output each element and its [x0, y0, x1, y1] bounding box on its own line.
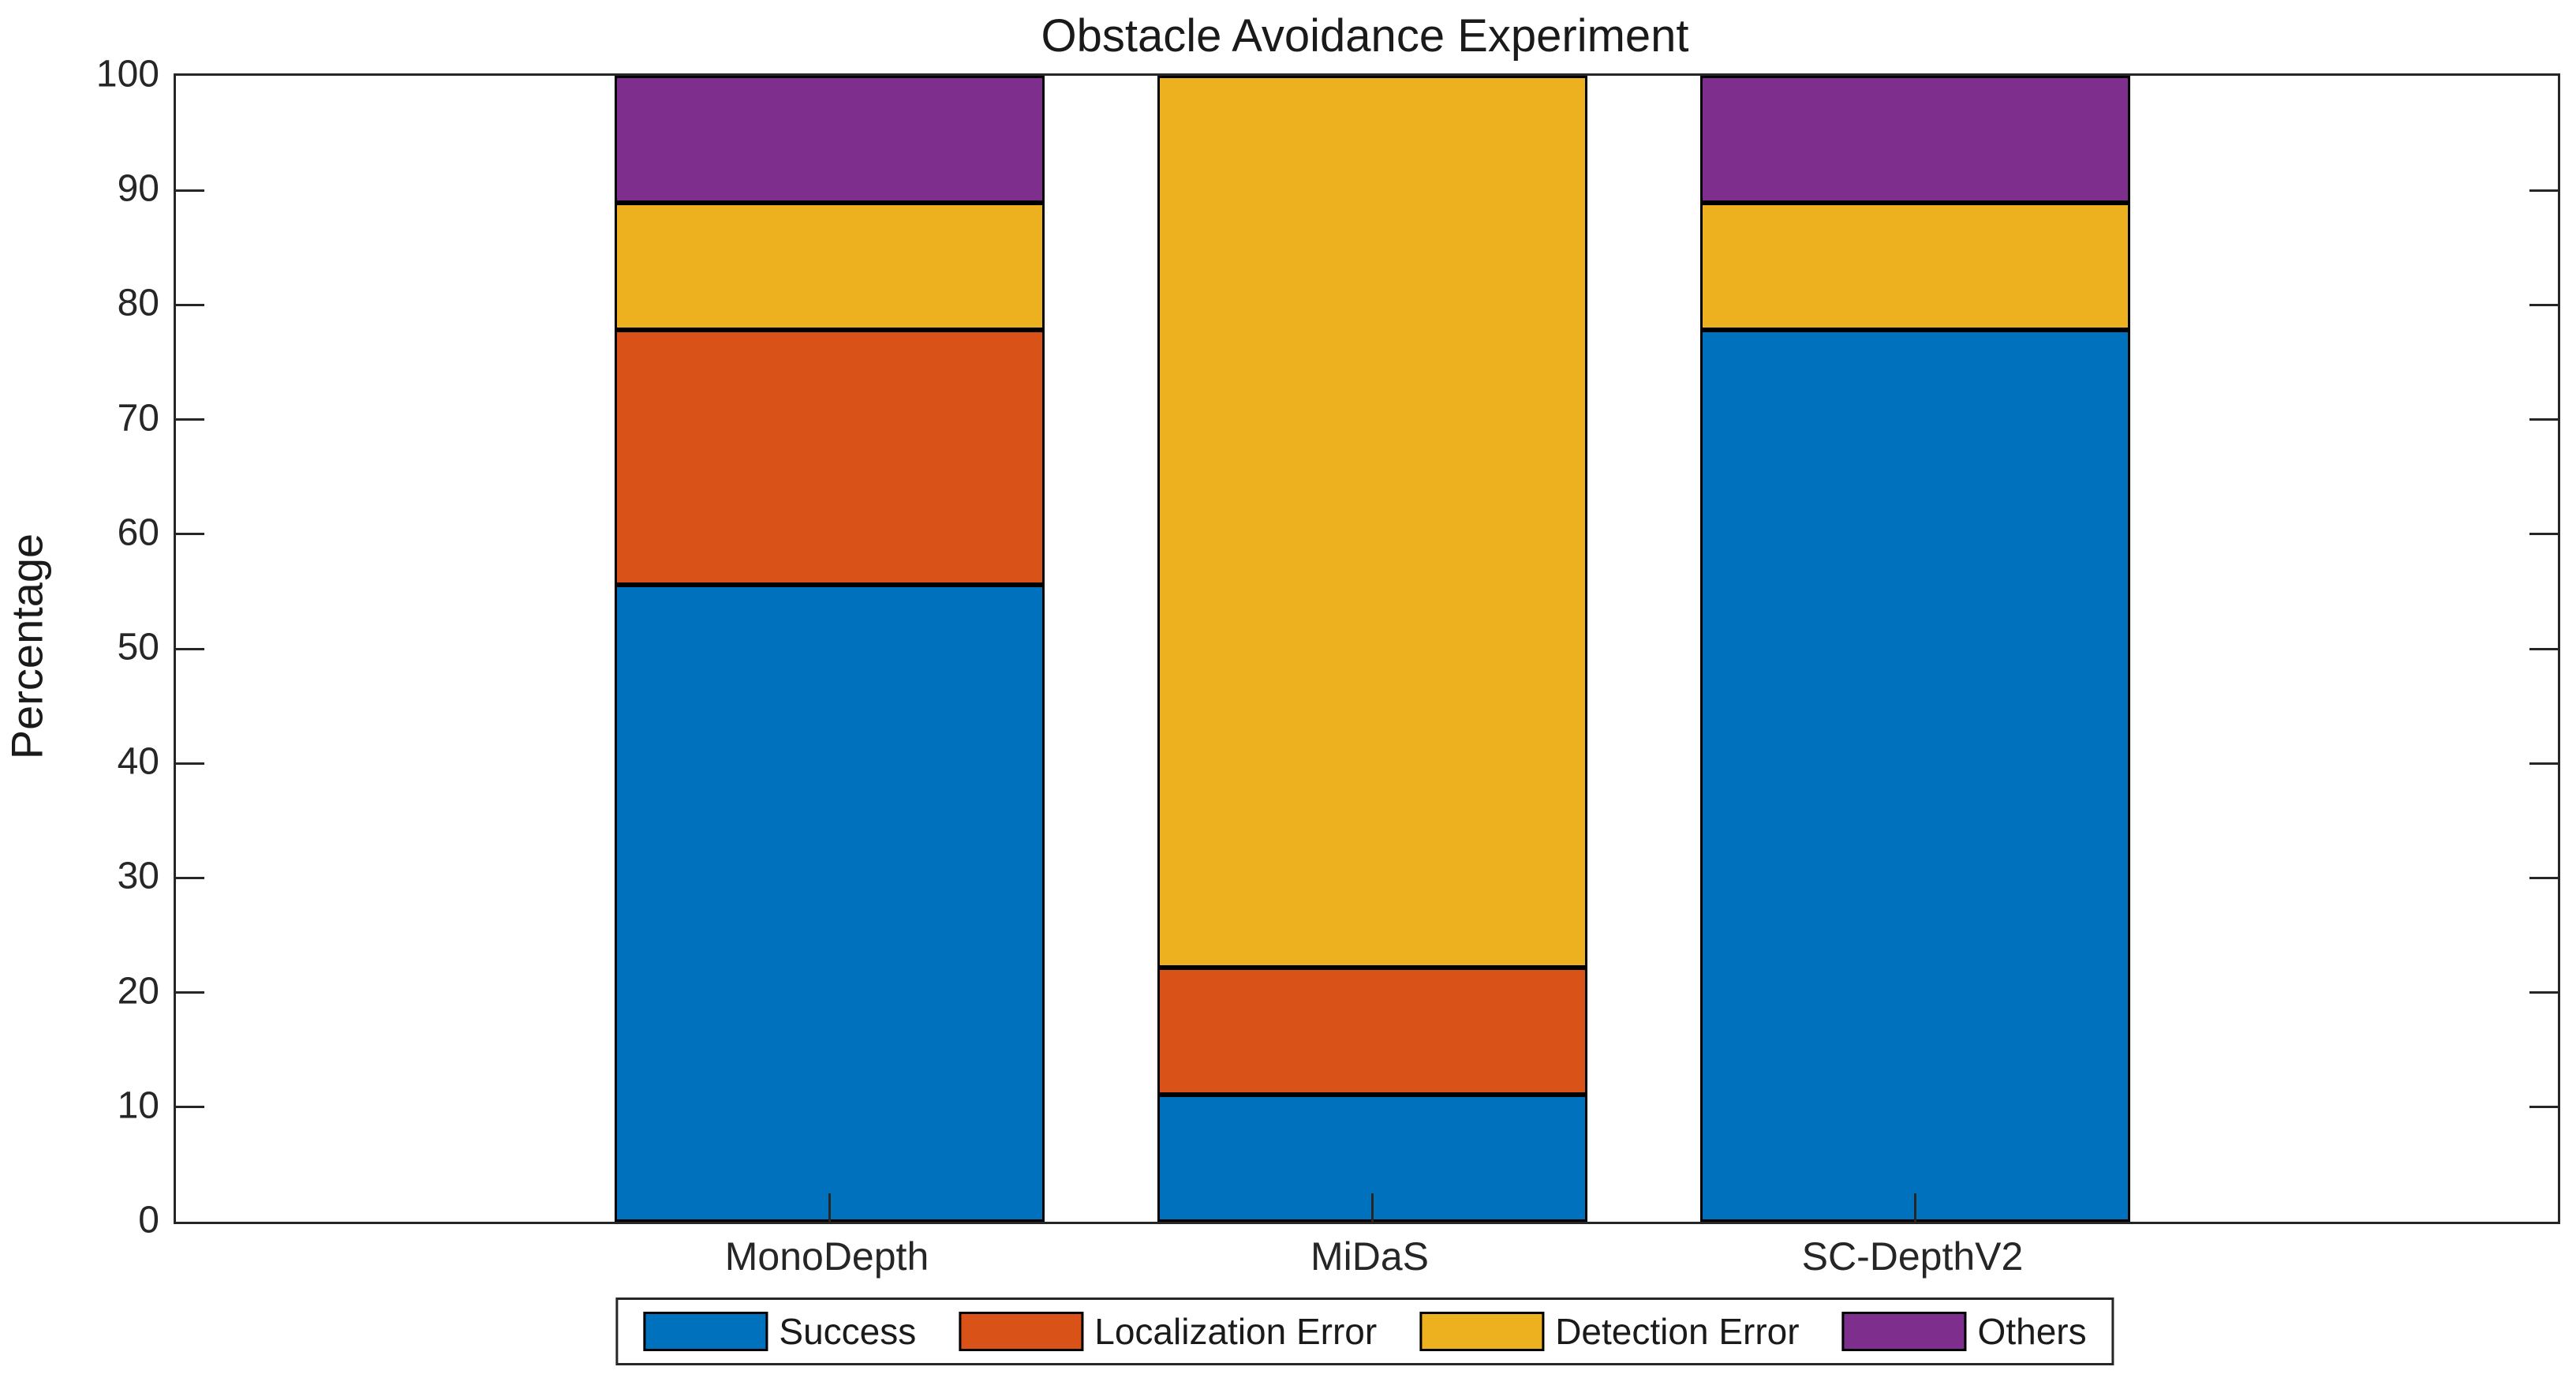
y-tick-left-40	[176, 762, 204, 765]
bar-segment-others-monodepth	[614, 76, 1045, 204]
bar-segment-detection-error-monodepth	[614, 203, 1045, 331]
x-tick-midas	[1370, 1193, 1374, 1222]
x-category-label-midas: MiDaS	[1310, 1234, 1430, 1279]
bar-segment-detection-error-midas	[1157, 76, 1587, 968]
y-tick-label-100: 100	[95, 53, 159, 95]
legend-swatch-localization-error	[959, 1312, 1084, 1351]
bar-segment-localization-error-monodepth	[614, 330, 1045, 585]
y-tick-right-50	[2529, 647, 2558, 650]
y-tick-label-50: 50	[117, 626, 159, 668]
bar-segment-success-sc-depthv2	[1699, 330, 2130, 1222]
y-tick-left-70	[176, 418, 204, 421]
y-tick-label-40: 40	[117, 740, 159, 783]
y-tick-right-70	[2529, 418, 2558, 421]
legend-item-localization-error: Localization Error	[959, 1310, 1377, 1353]
legend-label-success: Success	[779, 1311, 917, 1352]
legend-label-others: Others	[1977, 1311, 2087, 1352]
chart-title: Obstacle Avoidance Experiment	[1041, 10, 1689, 62]
y-tick-left-10	[176, 1106, 204, 1109]
y-tick-right-90	[2529, 189, 2558, 192]
y-tick-right-40	[2529, 762, 2558, 765]
legend-swatch-success	[643, 1312, 768, 1351]
y-tick-left-90	[176, 189, 204, 192]
plot-area	[174, 73, 2560, 1224]
bar-segment-success-monodepth	[614, 584, 1045, 1222]
legend-item-detection-error: Detection Error	[1419, 1310, 1800, 1353]
y-tick-label-10: 10	[117, 1084, 159, 1127]
legend-item-others: Others	[1841, 1310, 2087, 1353]
y-tick-label-80: 80	[117, 282, 159, 324]
bar-segment-localization-error-midas	[1157, 967, 1587, 1095]
y-tick-right-60	[2529, 533, 2558, 536]
legend-item-success: Success	[643, 1310, 916, 1353]
legend-label-localization-error: Localization Error	[1094, 1311, 1378, 1352]
x-tick-sc-depthv2	[1913, 1193, 1916, 1222]
y-tick-right-20	[2529, 991, 2558, 994]
legend-swatch-others	[1841, 1312, 1967, 1351]
x-category-label-sc-depthv2: SC-DepthV2	[1801, 1234, 2024, 1279]
y-tick-left-60	[176, 533, 204, 536]
y-tick-label-30: 30	[117, 855, 159, 897]
legend: Success Localization Error Detection Error…	[615, 1297, 2114, 1365]
y-tick-right-10	[2529, 1106, 2558, 1109]
legend-label-detection-error: Detection Error	[1555, 1311, 1800, 1352]
y-tick-label-70: 70	[117, 397, 159, 440]
y-tick-left-30	[176, 876, 204, 879]
y-tick-right-80	[2529, 303, 2558, 306]
y-tick-left-80	[176, 303, 204, 306]
bar-segment-others-sc-depthv2	[1699, 76, 2130, 204]
y-tick-label-0: 0	[138, 1199, 159, 1241]
y-tick-left-20	[176, 991, 204, 994]
y-tick-left-50	[176, 647, 204, 650]
y-tick-right-30	[2529, 876, 2558, 879]
x-tick-monodepth	[828, 1193, 831, 1222]
legend-swatch-detection-error	[1419, 1312, 1545, 1351]
bar-segment-detection-error-sc-depthv2	[1699, 203, 2130, 331]
y-tick-label-20: 20	[117, 970, 159, 1013]
x-category-label-monodepth: MonoDepth	[724, 1234, 929, 1279]
y-tick-label-90: 90	[117, 167, 159, 210]
y-tick-label-60: 60	[117, 511, 159, 554]
